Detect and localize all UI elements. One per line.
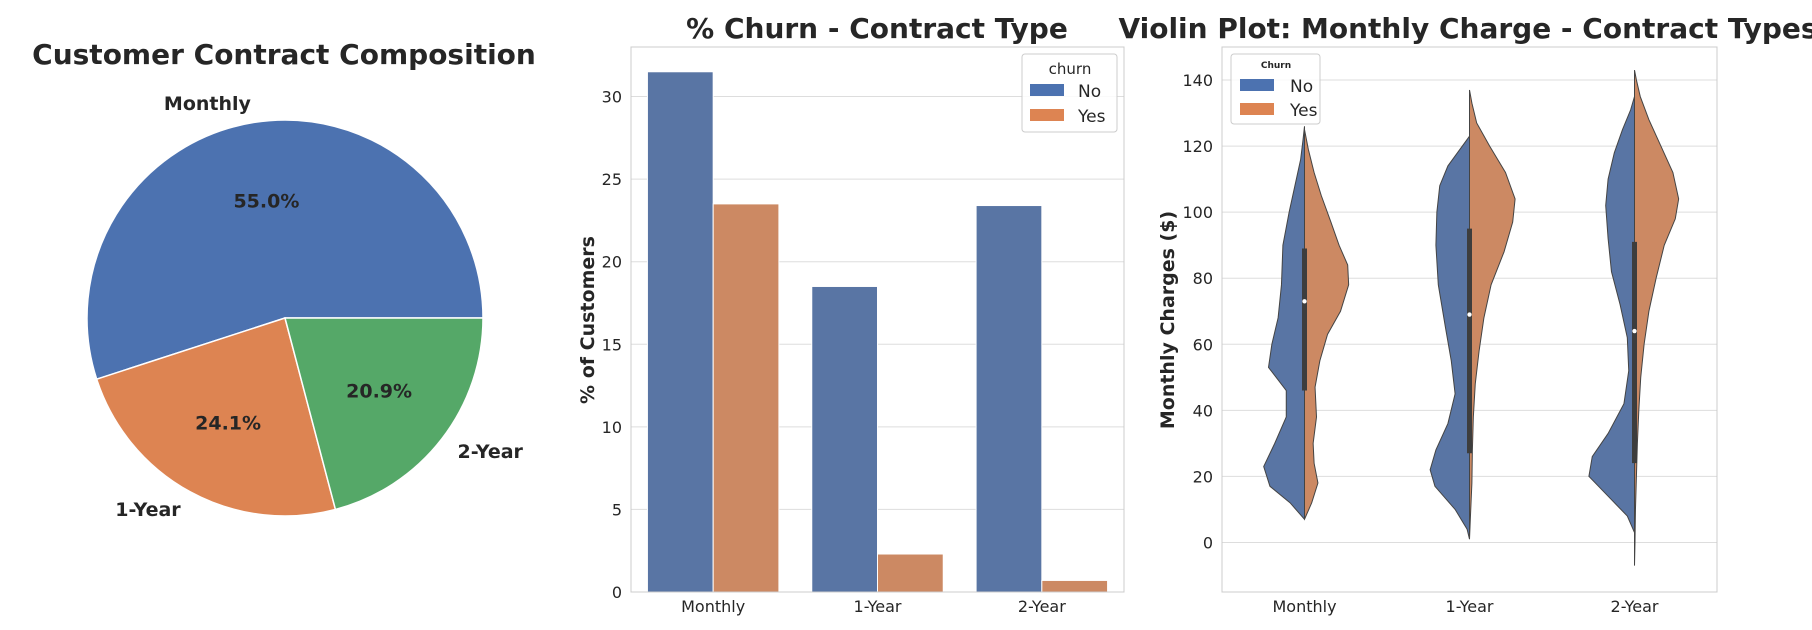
pie-slice-2-year [284,317,484,511]
bar-legend-label-yes: Yes [1077,107,1106,127]
violin-legend-swatch-yes [1240,103,1274,115]
violin-y-tick-label: 80 [1193,269,1213,288]
bar-legend-title: churn [1049,60,1092,78]
violin-legend-label-yes: Yes [1289,101,1318,121]
pie-label-2-year: 2-Year [458,441,524,463]
violin-monthly-yes [1304,129,1350,520]
bar-1-year-yes [877,553,944,593]
bar-2-year-yes [1041,579,1109,593]
violin-chart-x-ticks: Monthly 1-Year 2-Year [1272,597,1658,616]
pie-slice-1-year [95,317,337,517]
violin-1-year-median [1467,312,1472,317]
bar-legend-swatch-no [1030,84,1064,96]
violin-2-year-yes [1634,70,1680,566]
bar-chart-x-ticks: Monthly 1-Year 2-Year [681,597,1066,616]
bar-legend-swatch-yes [1030,109,1064,121]
bar-chart-plot-frame [630,46,1125,593]
violin-legend-label-no: No [1290,77,1313,97]
pie-chart-title: Customer Contract Composition [32,38,536,71]
violin-1-year-no [1429,134,1470,540]
bar-y-tick-label: 5 [612,500,622,519]
violin-chart-panel: Violin Plot: Monthly Charge - Contract T… [1118,12,1812,616]
bar-y-tick-label: 25 [602,170,622,189]
bar-x-tick-label-monthly: Monthly [681,597,745,616]
bar-legend-label-no: No [1078,82,1101,102]
violin-2-year-no [1588,96,1635,533]
bar-y-tick-label: 0 [612,583,622,602]
violin-y-tick-label: 100 [1182,203,1213,222]
violin-chart-y-axis-label: Monthly Charges ($) [1157,211,1179,429]
violin-x-tick-label-monthly: Monthly [1272,597,1336,616]
bar-monthly-yes [712,203,780,593]
bar-x-tick-label-2-year: 2-Year [1018,597,1066,616]
violin-x-tick-label-1-year: 1-Year [1446,597,1494,616]
bar-monthly-no [646,71,714,593]
bar-y-tick-label: 15 [602,335,622,354]
bar-chart-y-axis-label: % of Customers [577,236,599,404]
bar-chart-title: % Churn - Contract Type [686,12,1068,45]
violin-monthly-median [1302,299,1307,304]
violin-chart-violins [1263,70,1680,566]
violin-y-tick-label: 60 [1193,335,1213,354]
pie-labels: Monthly 55.0% 1-Year 24.1% 2-Year 20.9% [115,93,523,521]
bar-chart-legend: churn No Yes [1021,53,1118,133]
violin-2-year-median [1632,328,1637,334]
violin-y-tick-label: 0 [1203,533,1213,552]
violin-legend-swatch-no [1240,79,1274,91]
bar-x-tick-label-1-year: 1-Year [854,597,902,616]
bar-1-year-no [811,285,878,593]
violin-chart-title: Violin Plot: Monthly Charge - Contract T… [1118,12,1812,45]
bar-y-tick-label: 30 [602,88,622,107]
violin-chart-plot-frame [1221,46,1718,593]
pie-slices [86,119,484,517]
pie-label-monthly: Monthly [164,93,252,115]
violin-y-tick-label: 40 [1193,401,1213,420]
bar-y-tick-label: 10 [602,418,622,437]
violin-x-tick-label-2-year: 2-Year [1611,597,1659,616]
pie-label-1-year: 1-Year [115,499,181,521]
pie-chart-panel: Customer Contract Composition Monthly 55.… [32,38,536,521]
bar-2-year-no [975,205,1043,593]
violin-monthly-no [1263,126,1305,521]
violin-chart-legend: Churn No Yes [1230,53,1321,125]
pie-slice-monthly [86,119,484,381]
bar-chart-bars [646,71,1109,593]
pie-pct-label-2-year: 20.9% [346,381,412,403]
violin-legend-title: Churn [1261,61,1291,71]
violin-1-year-yes [1469,89,1516,540]
pie-pct-label-monthly: 55.0% [233,191,299,213]
violin-y-tick-label: 20 [1193,467,1213,486]
violin-y-tick-label: 120 [1182,137,1213,156]
violin-chart-y-ticks: 0 20 40 60 80 100 120 140 [1182,71,1213,552]
bar-chart-panel: % Churn - Contract Type 0 5 10 15 20 25 30 Mon… [577,12,1125,616]
pie-pct-label-1-year: 24.1% [195,412,261,434]
violin-y-tick-label: 140 [1182,71,1213,90]
bar-y-tick-label: 20 [602,253,622,272]
bar-chart-y-ticks: 0 5 10 15 20 25 30 [602,88,622,602]
